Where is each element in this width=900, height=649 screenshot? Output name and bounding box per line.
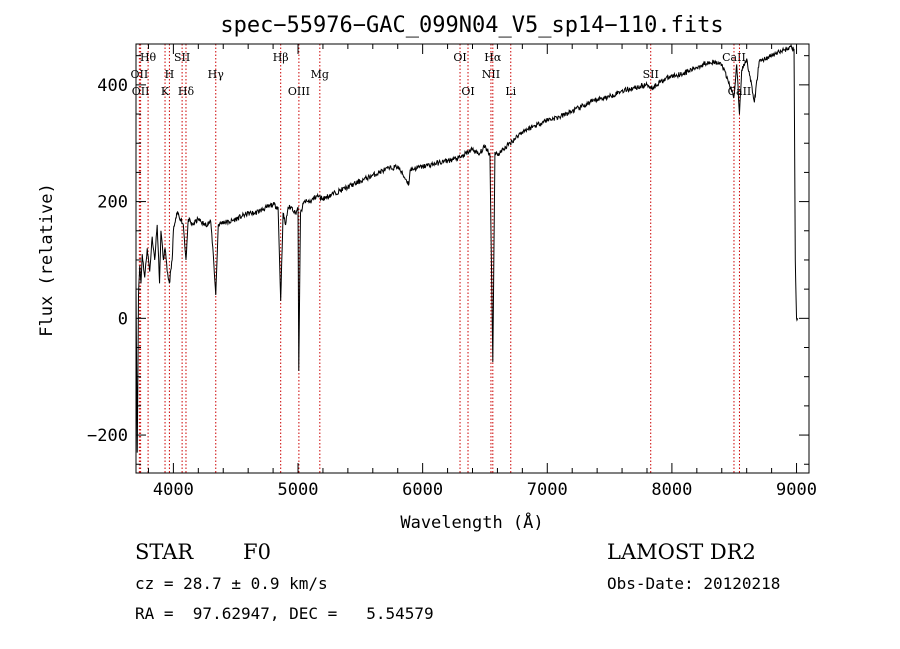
x-tick-label: 6000: [402, 480, 443, 500]
spectral-line-label: OII: [131, 68, 149, 81]
spectrum-plot-area: [136, 44, 799, 453]
spectral-line-label: Li: [505, 85, 516, 98]
object-class: STAR: [135, 540, 194, 564]
spectral-line-label: Hβ: [273, 51, 289, 64]
x-tick-label: 4000: [153, 480, 194, 500]
y-tick-label: 400: [97, 76, 128, 96]
y-tick-label: −200: [87, 426, 128, 446]
spectral-line-label: Hα: [484, 51, 502, 64]
object-subclass: F0: [243, 540, 271, 564]
spectral-line-label: Mg: [311, 68, 329, 81]
coordinates: RA = 97.62947, DEC = 5.54579: [135, 604, 434, 623]
spectral-line-label: H: [165, 68, 175, 81]
x-tick-label: 5000: [278, 480, 319, 500]
plot-frame: [135, 43, 810, 474]
redshift-cz: cz = 28.7 ± 0.9 km/s: [135, 574, 328, 593]
x-tick-label: 7000: [527, 480, 568, 500]
spectral-line-label: OII: [132, 85, 150, 98]
spectral-line-label: Hθ: [140, 51, 157, 64]
spectrum-line: [136, 44, 799, 453]
y-tick-label: 200: [97, 193, 128, 213]
x-tick-label: 9000: [776, 480, 817, 500]
x-axis-label: Wavelength (Å): [400, 511, 543, 533]
spectral-line-label: SII: [174, 51, 190, 64]
spectral-line-label: SII: [643, 68, 659, 81]
spectral-line-label: Hγ: [208, 68, 225, 81]
y-tick-label: 0: [118, 309, 128, 329]
spectral-line-label: OI: [453, 51, 466, 64]
spectral-line-label: CaII: [722, 51, 746, 64]
spectral-line-label: OI: [461, 85, 474, 98]
spectrum-chart: spec−55976−GAC_099N04_V5_sp14−110.fits O…: [37, 13, 817, 533]
spectral-line-label: NII: [482, 68, 500, 81]
y-axis-label: Flux (relative): [37, 183, 57, 337]
x-tick-label: 8000: [651, 480, 692, 500]
axis-ticks: 4000 5000 6000 7000 8000 9000 −200 0 200 400: [87, 44, 817, 500]
survey-name: LAMOST DR2: [607, 540, 756, 564]
chart-title: spec−55976−GAC_099N04_V5_sp14−110.fits: [220, 13, 723, 38]
spectral-line-label: K: [161, 85, 170, 98]
spectral-line-label: OIII: [288, 85, 310, 98]
obs-date: Obs-Date: 20120218: [607, 574, 781, 593]
spectral-line-label: CaII: [728, 85, 752, 98]
spectral-line-label: Hδ: [178, 85, 195, 98]
